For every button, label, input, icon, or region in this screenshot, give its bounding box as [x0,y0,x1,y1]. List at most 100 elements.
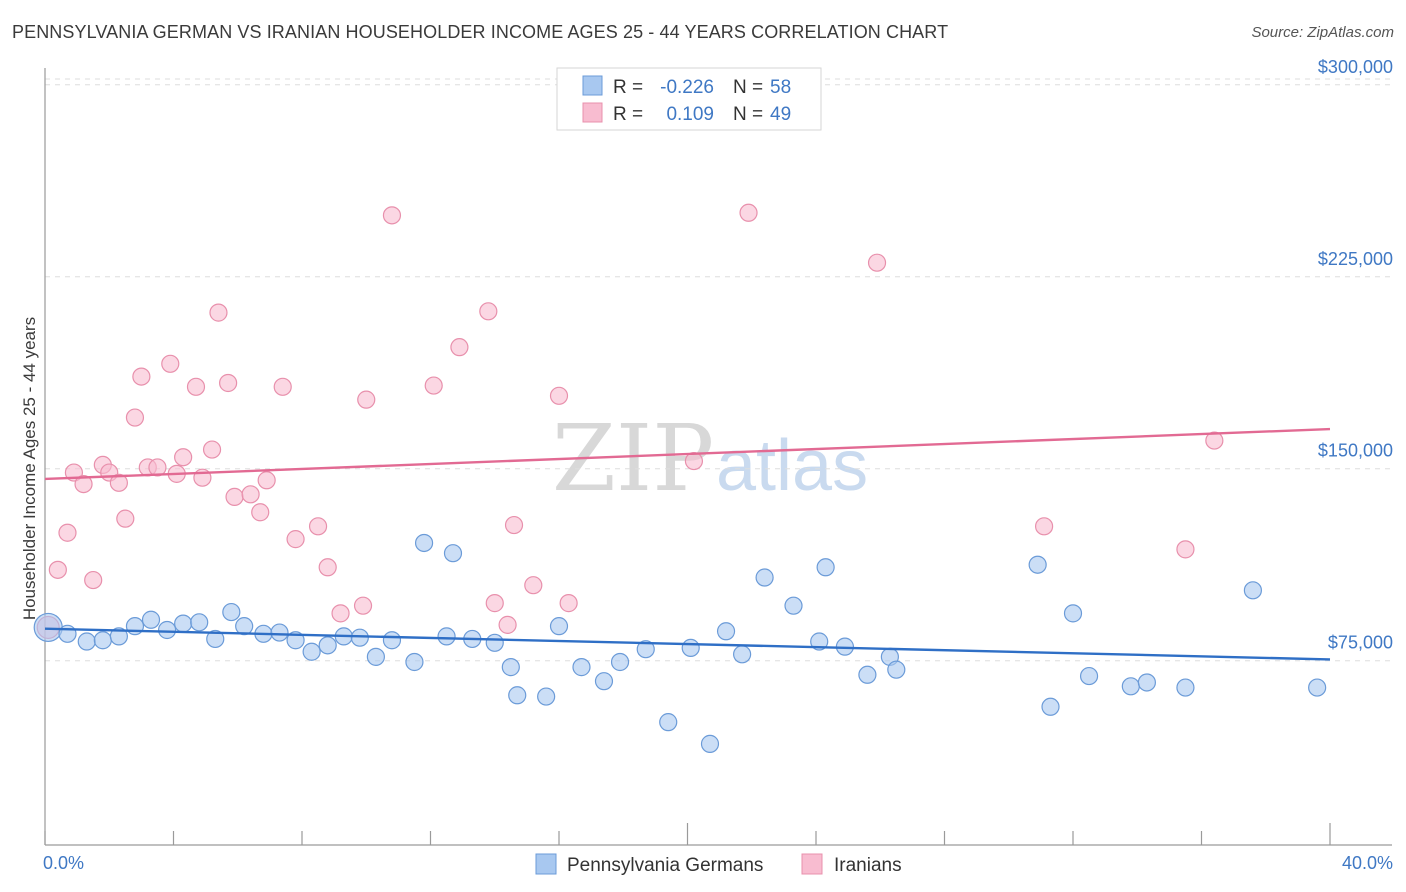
legend-n-value-1: 58 [770,77,791,98]
bottom-legend-label-iranians: Iranians [834,855,902,876]
pg-point-28 [501,658,520,677]
y-axis-label: Householder Income Ages 25 - 44 years [20,317,39,620]
legend-swatch-iranians [582,102,603,123]
legend-n-label-2: N = [733,104,763,125]
y-tick-label-0: $75,000 [1328,633,1393,653]
pg-point-48 [887,660,906,679]
ir-point-44 [739,203,758,222]
ir-point-2 [58,523,77,542]
ir-point-32 [357,390,376,409]
ir-point-20 [209,303,228,322]
trend-line-iranians [44,427,1331,481]
axes [44,68,1392,846]
ir-point-14 [161,354,180,373]
pg-point-49 [1028,555,1047,574]
pg-point-2 [77,632,96,651]
ir-point-39 [504,515,524,535]
ir-point-27 [286,530,305,549]
pg-point-3 [93,631,112,650]
pg-point-1 [58,624,77,643]
legend: R = -0.226 N = 58 R = 0.109 N = 49 [556,67,822,131]
x-tick-label-end: 40.0% [1342,853,1393,873]
pg-point-42 [784,596,803,615]
y-tick-label-1: $150,000 [1318,441,1393,461]
pg-point-44 [816,558,835,577]
pg-point-55 [1176,678,1195,697]
ir-point-28 [308,517,328,536]
ir-point-1 [48,560,67,579]
pg-point-31 [549,617,569,636]
y-tick-label-2: $225,000 [1318,249,1393,269]
pg-point-56 [1243,581,1263,600]
series-iranians [36,203,1224,640]
pg-point-33 [594,672,614,691]
ir-point-33 [382,206,402,225]
pg-point-6 [141,610,161,629]
pg-point-37 [681,638,700,658]
bottom-legend-label-pennsylvania-germans: Pennsylvania Germans [567,855,763,876]
legend-swatch-pennsylvania-germans [582,75,603,96]
pg-point-54 [1137,673,1156,692]
ir-point-24 [251,503,270,522]
bottom-legend-swatch-iranians [801,853,823,875]
pg-point-36 [659,713,678,732]
pg-point-0 [33,612,63,643]
pg-point-57 [1308,678,1327,697]
pg-point-53 [1121,677,1140,696]
ir-point-45 [867,253,887,272]
ir-point-22 [225,487,244,506]
trend-line-pennsylvania-germans [44,627,1331,661]
trend-lines [44,427,1331,661]
pg-point-40 [733,645,752,664]
ir-point-5 [84,570,103,590]
legend-n-label-1: N = [733,77,763,98]
legend-r-label-2: R = [613,104,643,125]
ir-point-46 [1034,517,1054,536]
pg-point-34 [610,652,630,672]
pg-point-22 [405,652,424,672]
ir-point-17 [186,377,206,396]
ir-point-48 [1205,431,1224,450]
pg-point-24 [437,627,456,646]
pg-point-35 [636,640,655,659]
pg-point-11 [222,602,241,622]
ir-point-38 [498,615,517,634]
ir-point-29 [318,558,337,577]
pg-point-16 [302,642,321,661]
legend-n-value-2: 49 [770,104,791,125]
ir-point-9 [116,509,135,528]
legend-r-label-1: R = [613,77,643,98]
pg-point-29 [508,686,527,705]
ir-point-11 [132,367,151,386]
pg-point-30 [537,687,556,706]
pg-point-9 [190,613,209,632]
x-tick-label-start: 0.0% [43,853,84,873]
legend-r-value-2: 0.109 [666,104,714,125]
pg-point-27 [485,633,504,652]
ir-point-31 [353,596,373,615]
pg-point-52 [1079,666,1099,686]
watermark-atlas: atlas [716,426,868,506]
pg-point-41 [755,568,774,587]
pg-point-32 [572,658,591,677]
x-tick-labels: 0.0% 40.0% [43,853,1393,873]
ir-point-37 [485,594,504,613]
pg-point-39 [716,622,736,641]
ir-point-26 [273,377,292,396]
chart-title: PENNSYLVANIA GERMAN VS IRANIAN HOUSEHOLD… [12,22,949,42]
pg-point-4 [109,627,128,646]
pg-point-12 [235,617,254,636]
pg-point-10 [206,629,225,649]
legend-r-value-1: -0.226 [660,77,714,98]
ir-point-40 [524,576,543,595]
ir-point-13 [148,458,167,477]
ir-point-47 [1176,540,1195,559]
pg-point-50 [1041,697,1060,716]
ir-point-23 [241,485,260,504]
bottom-legend: Pennsylvania Germans Iranians [535,853,902,876]
ir-point-35 [450,338,469,357]
ir-point-8 [109,473,128,492]
pg-point-19 [350,628,369,647]
ir-point-36 [479,302,498,321]
